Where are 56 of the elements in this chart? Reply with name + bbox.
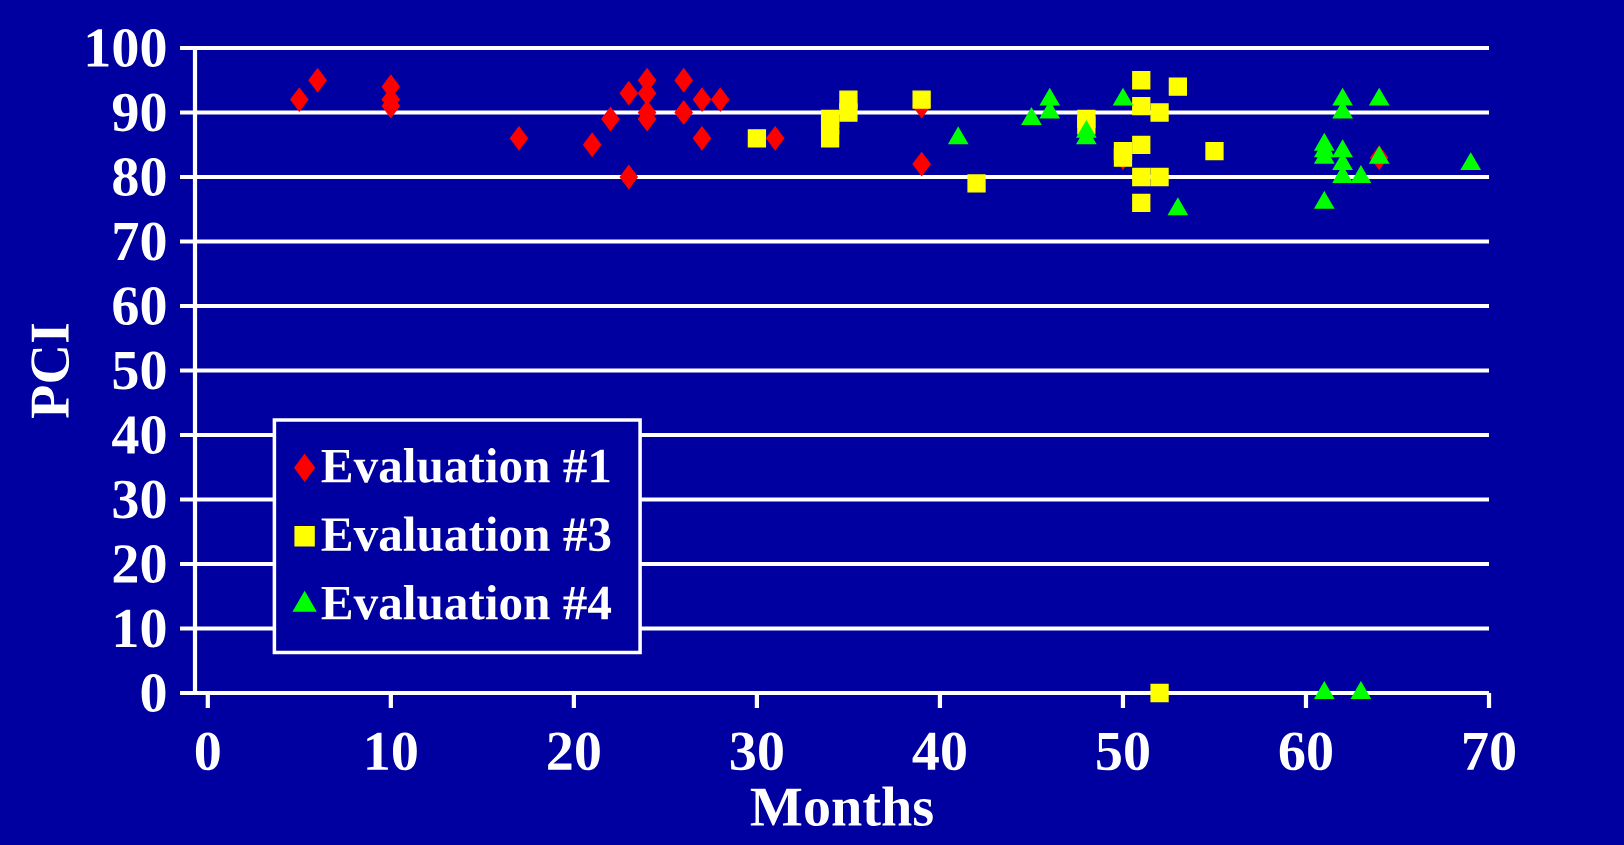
x-tick-label: 10 (367, 732, 417, 771)
point (619, 81, 638, 106)
point (601, 107, 620, 131)
y-tick-label: 0 (141, 674, 166, 712)
point (290, 87, 309, 112)
point (1132, 193, 1151, 212)
legend-label: Evaluation #1 (321, 448, 610, 483)
legend-label: Evaluation #3 (321, 516, 611, 552)
x-tick-label: 30 (730, 732, 783, 771)
point (1205, 142, 1224, 161)
point (583, 132, 602, 157)
y-axis-title: PCI (31, 323, 70, 418)
y-tick-label: 50 (113, 351, 166, 390)
point (1132, 135, 1151, 154)
y-tick-label: 80 (113, 158, 166, 196)
y-tick-label: 70 (114, 222, 166, 261)
point (509, 126, 529, 151)
y-tick-label: 90 (112, 93, 166, 132)
x-tick-label: 0 (195, 732, 220, 771)
point (820, 129, 840, 148)
point (839, 103, 858, 122)
x-tick-label: 20 (548, 732, 600, 771)
point (1314, 681, 1335, 699)
point (308, 68, 327, 93)
point (1168, 198, 1188, 216)
point (692, 126, 712, 151)
point (1351, 681, 1371, 699)
point (674, 100, 693, 125)
point (1150, 167, 1169, 187)
point (1132, 71, 1151, 90)
x-axis-title: Months (750, 786, 933, 827)
y-tick-label: 30 (113, 480, 166, 519)
x-tick-label: 60 (1279, 732, 1332, 771)
legend-label: Evaluation #4 (321, 584, 612, 620)
y-tick-label: 20 (113, 545, 166, 583)
y-tick-label: 40 (112, 416, 166, 454)
point (1132, 167, 1151, 187)
point (967, 174, 986, 193)
point (1132, 96, 1151, 116)
point (711, 87, 730, 112)
x-tick-label: 70 (1464, 732, 1515, 771)
point (1113, 148, 1133, 167)
y-tick-label: 60 (113, 287, 166, 325)
x-tick-label: 40 (912, 732, 966, 771)
y-tick-label: 100 (87, 29, 166, 67)
point (747, 129, 767, 148)
y-tick-label: 10 (115, 609, 166, 648)
point (674, 68, 693, 93)
point (1168, 77, 1188, 96)
point (912, 152, 931, 177)
point (766, 126, 785, 151)
point (912, 90, 931, 109)
x-tick-label: 50 (1097, 732, 1149, 771)
point (1150, 103, 1169, 122)
point (619, 165, 638, 189)
point (692, 87, 712, 112)
